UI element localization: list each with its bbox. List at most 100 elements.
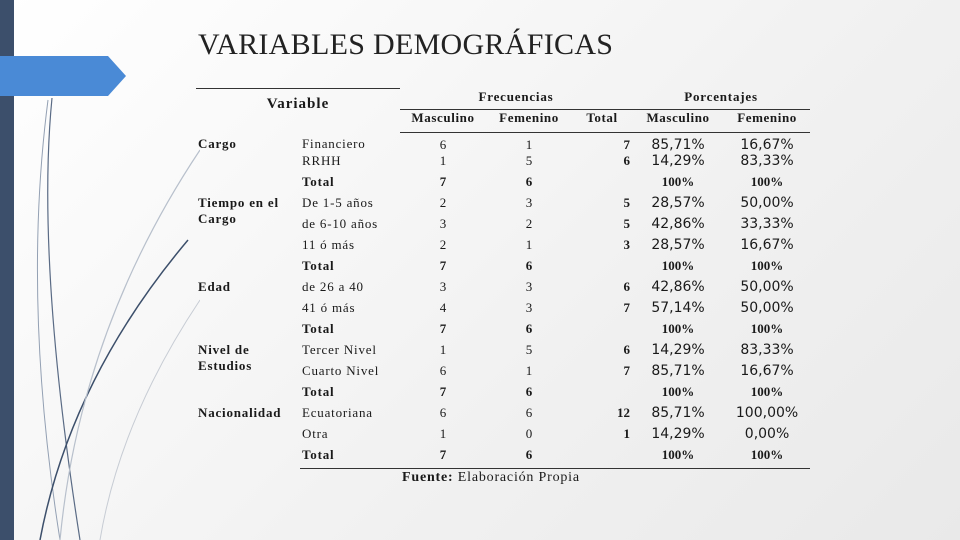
femenino-header: Femenino [486, 109, 573, 133]
frecuencias-header: Frecuencias [400, 88, 633, 110]
pct-femenino-cell: 16,67% [740, 237, 794, 253]
femenino-cell: 6 [525, 174, 533, 189]
source-text: Elaboración Propia [457, 470, 580, 485]
porcentajes-header: Porcentajes [632, 88, 811, 110]
pct-femenino-cell: 83,33% [740, 342, 794, 358]
source-note: Fuente: Elaboración Propia [402, 470, 580, 486]
subcategory-cell: Otra [302, 426, 329, 441]
pct-masculino-cell: 42,86% [651, 279, 705, 295]
category-cell: Edad [198, 279, 231, 294]
header-row-2: Masculino Femenino Total Masculino Femen… [196, 109, 811, 133]
subcategory-cell: Total [302, 384, 335, 399]
pct-masculino-cell: 42,86% [651, 216, 705, 232]
femenino-cell: 6 [525, 321, 533, 336]
subcategory-cell: 11 ó más [302, 237, 355, 252]
category-cell: Nivel de Estudios [198, 342, 253, 373]
pct-masculino-cell: 100% [661, 384, 695, 399]
total-cell: 6 [623, 279, 631, 294]
demographics-table: Variable Frecuencias Porcentajes Masculi… [196, 88, 811, 469]
masculino-cell: 6 [439, 136, 447, 152]
subcategory-cell: Total [302, 174, 335, 189]
total-cell: 7 [623, 300, 631, 315]
table-row: 11 ó más 2 1 3 28,57% 16,67% [196, 237, 810, 258]
pct-masculino-cell: 14,29% [651, 153, 705, 169]
source-label: Fuente: [402, 470, 454, 485]
subcategory-cell: Cuarto Nivel [302, 363, 380, 378]
category-cell: Nacionalidad [198, 405, 282, 420]
pct-masculino-cell: 14,29% [651, 342, 705, 358]
table-body: Cargo Financiero 6 1 7 85,71% 16,67% RRHH 1 5 6 14,… [196, 132, 811, 469]
pct-femenino-cell: 0,00% [744, 426, 790, 442]
subcategory-cell: RRHH [302, 153, 342, 168]
femenino-cell: 2 [525, 216, 533, 231]
pct-femenino-cell: 50,00% [740, 300, 794, 316]
total-cell [572, 174, 632, 195]
total-header: Total [572, 109, 633, 133]
masculino-cell: 1 [439, 153, 447, 168]
curve-line [59, 149, 200, 540]
blue-arrow-tab [0, 56, 126, 96]
masculino-cell: 2 [439, 237, 447, 252]
femenino-cell: 1 [525, 363, 533, 378]
pct-femenino-cell: 16,67% [740, 363, 794, 379]
pct-femenino-cell: 100% [750, 321, 784, 336]
pct-masculino-cell: 100% [661, 174, 695, 189]
masculino-cell: 3 [439, 279, 447, 294]
femenino-cell: 3 [525, 195, 533, 210]
curve-line [47, 97, 81, 540]
table-row: Otra 1 0 1 14,29% 0,00% [196, 426, 810, 447]
category-cell: Cargo [198, 136, 237, 151]
femenino-cell: 5 [525, 153, 533, 168]
femenino-cell: 5 [525, 342, 533, 357]
pct-masculino-header: Masculino [632, 109, 725, 133]
category-cell: Tiempo en el Cargo [198, 195, 279, 226]
femenino-cell: 3 [525, 279, 533, 294]
pct-femenino-cell: 100% [750, 258, 784, 273]
left-edge-bar [0, 0, 14, 540]
masculino-cell: 3 [439, 216, 447, 231]
total-cell [572, 447, 633, 469]
femenino-cell: 6 [525, 384, 533, 399]
masculino-cell: 6 [439, 363, 447, 378]
variable-header: Variable [196, 88, 401, 132]
pct-femenino-cell: 33,33% [740, 216, 794, 232]
subcategory-cell: Financiero [302, 136, 366, 151]
masculino-cell: 7 [439, 258, 447, 273]
table-row: Total 7 6 100% 100% [196, 174, 810, 195]
table-row: Total 7 6 100% 100% [196, 321, 810, 342]
femenino-cell: 6 [486, 447, 573, 469]
pct-femenino-header: Femenino [724, 109, 811, 133]
subcategory-cell: 41 ó más [302, 300, 356, 315]
femenino-cell: 6 [525, 405, 533, 420]
masculino-cell: 1 [439, 426, 447, 441]
femenino-cell: 0 [525, 426, 533, 441]
masculino-cell: 6 [439, 405, 447, 420]
pct-masculino-cell: 28,57% [651, 195, 705, 211]
masculino-cell: 1 [439, 342, 447, 357]
table-row: RRHH 1 5 6 14,29% 83,33% [196, 153, 810, 174]
table-row: Total 7 6 100% 100% [196, 258, 810, 279]
subcategory-cell: Total [302, 258, 335, 273]
pct-femenino-cell: 100,00% [735, 405, 799, 421]
pct-masculino-cell: 28,57% [651, 237, 705, 253]
table-row: Total 7 6 100% 100% [196, 384, 810, 405]
total-cell: 7 [623, 136, 631, 152]
pct-masculino-cell: 85,71% [651, 405, 705, 421]
header-row-1: Variable Frecuencias Porcentajes [196, 88, 811, 132]
table-row: Tiempo en el Cargo De 1-5 años 2 3 5 28,57% 50… [196, 195, 810, 226]
total-cell [572, 321, 632, 342]
pct-femenino-cell: 16,67% [740, 136, 794, 153]
pct-femenino-cell: 100% [724, 447, 811, 469]
pct-masculino-cell: 100% [632, 447, 725, 469]
subcategory-cell: Ecuatoriana [302, 405, 373, 420]
subcategory-cell: de 6-10 años [302, 216, 379, 231]
total-cell: 6 [623, 153, 631, 168]
pct-masculino-cell: 100% [661, 321, 695, 336]
table-row: de 6-10 años 3 2 5 42,86% 33,33% [196, 216, 810, 237]
pct-femenino-cell: 50,00% [740, 279, 794, 295]
total-cell: 3 [623, 237, 631, 252]
masculino-cell: 2 [439, 195, 447, 210]
curve-line [99, 299, 200, 540]
curve-line [36, 99, 61, 540]
masculino-cell: 7 [400, 447, 487, 469]
